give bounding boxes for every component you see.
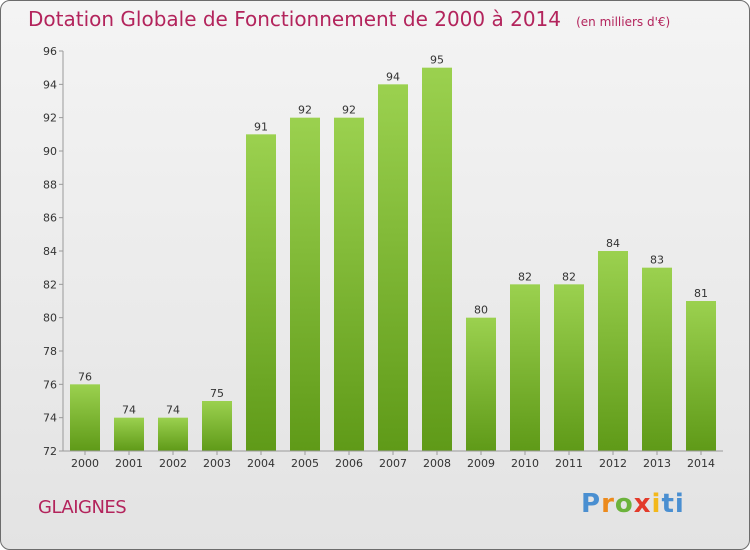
x-tick-label: 2007: [379, 457, 407, 470]
bar-2011: [554, 284, 584, 451]
bar-value-label: 82: [518, 270, 532, 283]
x-axis: 2000 2001 2002 2003 2004 2005 2006 2007 2008 2009…: [63, 450, 723, 470]
y-tick-label: 86: [43, 212, 57, 225]
bars: 76 74 74 75 91 92 92 94 95 80 82 82 84 83 81: [70, 54, 716, 452]
bar-value-label: 74: [166, 404, 180, 417]
bar-value-label: 92: [342, 104, 356, 117]
y-axis: 72 74 76 78 80 82 84 86 88 90 92 94 96: [43, 45, 64, 458]
bar-value-label: 84: [606, 237, 620, 250]
bar-value-label: 74: [122, 404, 136, 417]
y-tick-label: 92: [43, 112, 57, 125]
bar-2014: [686, 301, 716, 451]
bar-value-label: 83: [650, 254, 664, 267]
bar-2001: [114, 417, 144, 451]
x-tick-label: 2010: [511, 457, 539, 470]
y-tick-label: 88: [43, 178, 57, 191]
bar-2012: [598, 251, 628, 451]
x-tick-label: 2004: [247, 457, 275, 470]
y-tick-label: 90: [43, 145, 57, 158]
bar-value-label: 81: [694, 287, 708, 300]
bar-2006: [334, 117, 364, 452]
bar-value-label: 92: [298, 104, 312, 117]
bar-2002: [158, 417, 188, 451]
proxiti-logo: Proxiti: [581, 489, 685, 519]
chart-title-unit: (en milliers d'€): [576, 15, 671, 29]
chart-title: Dotation Globale de Fonctionnement de 20…: [28, 7, 670, 31]
bar-value-label: 76: [78, 370, 92, 383]
bar-2004: [246, 134, 276, 452]
bar-value-label: 91: [254, 120, 268, 133]
bar-value-label: 95: [430, 54, 444, 67]
bar-2003: [202, 401, 232, 451]
x-tick-label: 2003: [203, 457, 231, 470]
y-tick-label: 82: [43, 278, 57, 291]
y-tick-label: 78: [43, 345, 57, 358]
x-tick-label: 2006: [335, 457, 363, 470]
bar-2013: [642, 267, 672, 451]
commune-name: GLAIGNES: [38, 497, 127, 518]
bar-2010: [510, 284, 540, 451]
bar-2007: [378, 84, 408, 451]
x-tick-label: 2013: [643, 457, 671, 470]
x-tick-label: 2008: [423, 457, 451, 470]
y-tick-label: 74: [43, 412, 57, 425]
y-tick-label: 80: [43, 312, 57, 325]
bar-2005: [290, 117, 320, 452]
y-tick-label: 96: [43, 45, 57, 58]
bar-2000: [70, 384, 100, 451]
chart-title-main: Dotation Globale de Fonctionnement de 20…: [28, 7, 561, 31]
bar-value-label: 82: [562, 270, 576, 283]
bar-value-label: 75: [210, 387, 224, 400]
x-tick-label: 2011: [555, 457, 583, 470]
y-tick-label: 84: [43, 245, 57, 258]
bar-value-label: 80: [474, 304, 488, 317]
bar-2008: [422, 67, 452, 452]
x-tick-label: 2012: [599, 457, 627, 470]
bar-2009: [466, 317, 496, 451]
y-tick-label: 94: [43, 78, 57, 91]
bar-value-label: 94: [386, 70, 400, 83]
x-tick-label: 2014: [687, 457, 715, 470]
x-tick-label: 2002: [159, 457, 187, 470]
x-tick-label: 2001: [115, 457, 143, 470]
x-tick-label: 2005: [291, 457, 319, 470]
y-tick-label: 72: [43, 445, 57, 458]
x-tick-label: 2000: [71, 457, 99, 470]
x-tick-label: 2009: [467, 457, 495, 470]
y-tick-label: 76: [43, 378, 57, 391]
